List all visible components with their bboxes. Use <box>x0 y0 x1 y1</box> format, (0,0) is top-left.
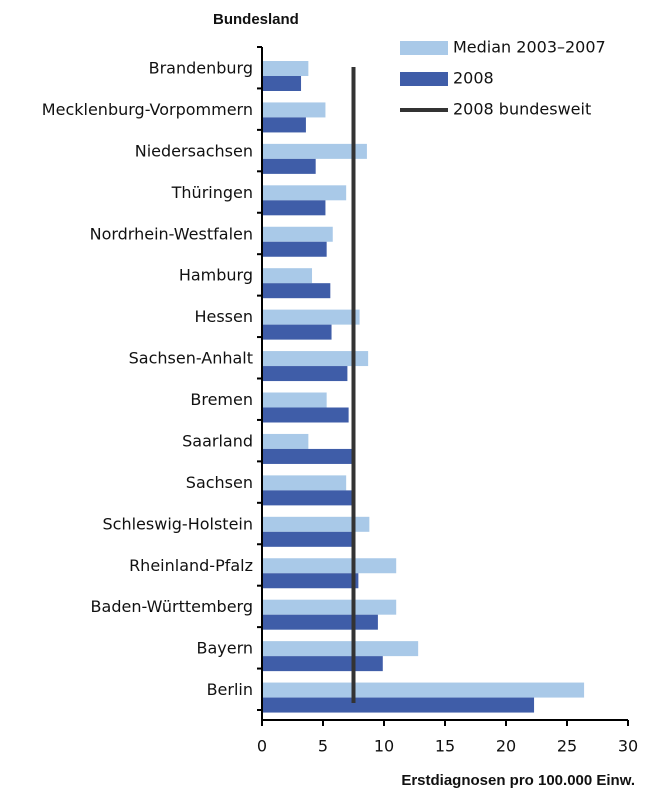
bar <box>262 61 309 76</box>
y-tick-label: Hessen <box>194 307 253 326</box>
bar <box>262 185 347 201</box>
bar <box>262 351 369 367</box>
x-tick-label: 0 <box>257 737 267 756</box>
bar <box>262 448 353 464</box>
y-tick-label: Saarland <box>182 431 253 450</box>
y-axis-title: Bundesland <box>213 11 299 28</box>
bar <box>262 573 359 589</box>
bar <box>262 392 327 408</box>
y-tick-label: Bayern <box>196 639 253 658</box>
y-tick-label: Thüringen <box>171 183 253 202</box>
bar <box>262 641 419 657</box>
bar <box>262 309 360 325</box>
bar <box>262 143 367 159</box>
bar <box>262 599 397 615</box>
y-tick-label: Nordrhein-Westfalen <box>90 224 253 243</box>
legend-label: 2008 <box>453 69 494 88</box>
bar <box>262 241 327 257</box>
x-tick-label: 25 <box>557 737 577 756</box>
y-tick-label: Rheinland-Pfalz <box>129 556 253 575</box>
y-tick-label: Schleswig-Holstein <box>103 514 253 533</box>
bar <box>262 614 378 630</box>
legend-label: 2008 bundesweit <box>453 100 591 119</box>
legend-label: Median 2003–2007 <box>453 38 606 57</box>
bar <box>262 226 333 242</box>
bar <box>262 366 348 382</box>
y-tick-label: Mecklenburg-Vorpommern <box>42 100 253 119</box>
y-tick-label: Berlin <box>207 680 253 699</box>
y-tick-label: Bremen <box>190 390 253 409</box>
bar <box>262 283 331 299</box>
legend-swatch <box>400 72 448 86</box>
x-tick-label: 30 <box>618 737 638 756</box>
bar <box>262 516 370 532</box>
bar <box>262 407 349 423</box>
bar <box>262 531 353 547</box>
bar <box>262 158 316 174</box>
x-axis-title: Erstdiagnosen pro 100.000 Einw. <box>401 772 635 789</box>
y-tick-label: Brandenburg <box>149 59 253 78</box>
bar <box>262 268 313 284</box>
bar <box>262 475 347 491</box>
y-tick-label: Sachsen <box>186 473 253 492</box>
bar <box>262 656 383 672</box>
y-tick-label: Niedersachsen <box>135 141 253 160</box>
bar <box>262 200 326 216</box>
bar <box>262 697 535 713</box>
bar <box>262 682 585 698</box>
bar <box>262 76 302 91</box>
y-tick-label: Hamburg <box>179 266 253 285</box>
bar <box>262 490 353 506</box>
legend-swatch <box>400 41 448 55</box>
y-tick-label: Sachsen-Anhalt <box>129 349 253 368</box>
x-tick-label: 5 <box>318 737 328 756</box>
bar <box>262 102 326 118</box>
x-tick-label: 20 <box>496 737 516 756</box>
bar <box>262 558 397 574</box>
x-tick-label: 15 <box>435 737 455 756</box>
bar <box>262 433 309 449</box>
x-tick-label: 10 <box>374 737 394 756</box>
bar <box>262 324 332 340</box>
bar <box>262 117 306 133</box>
y-tick-label: Baden-Württemberg <box>91 597 253 616</box>
